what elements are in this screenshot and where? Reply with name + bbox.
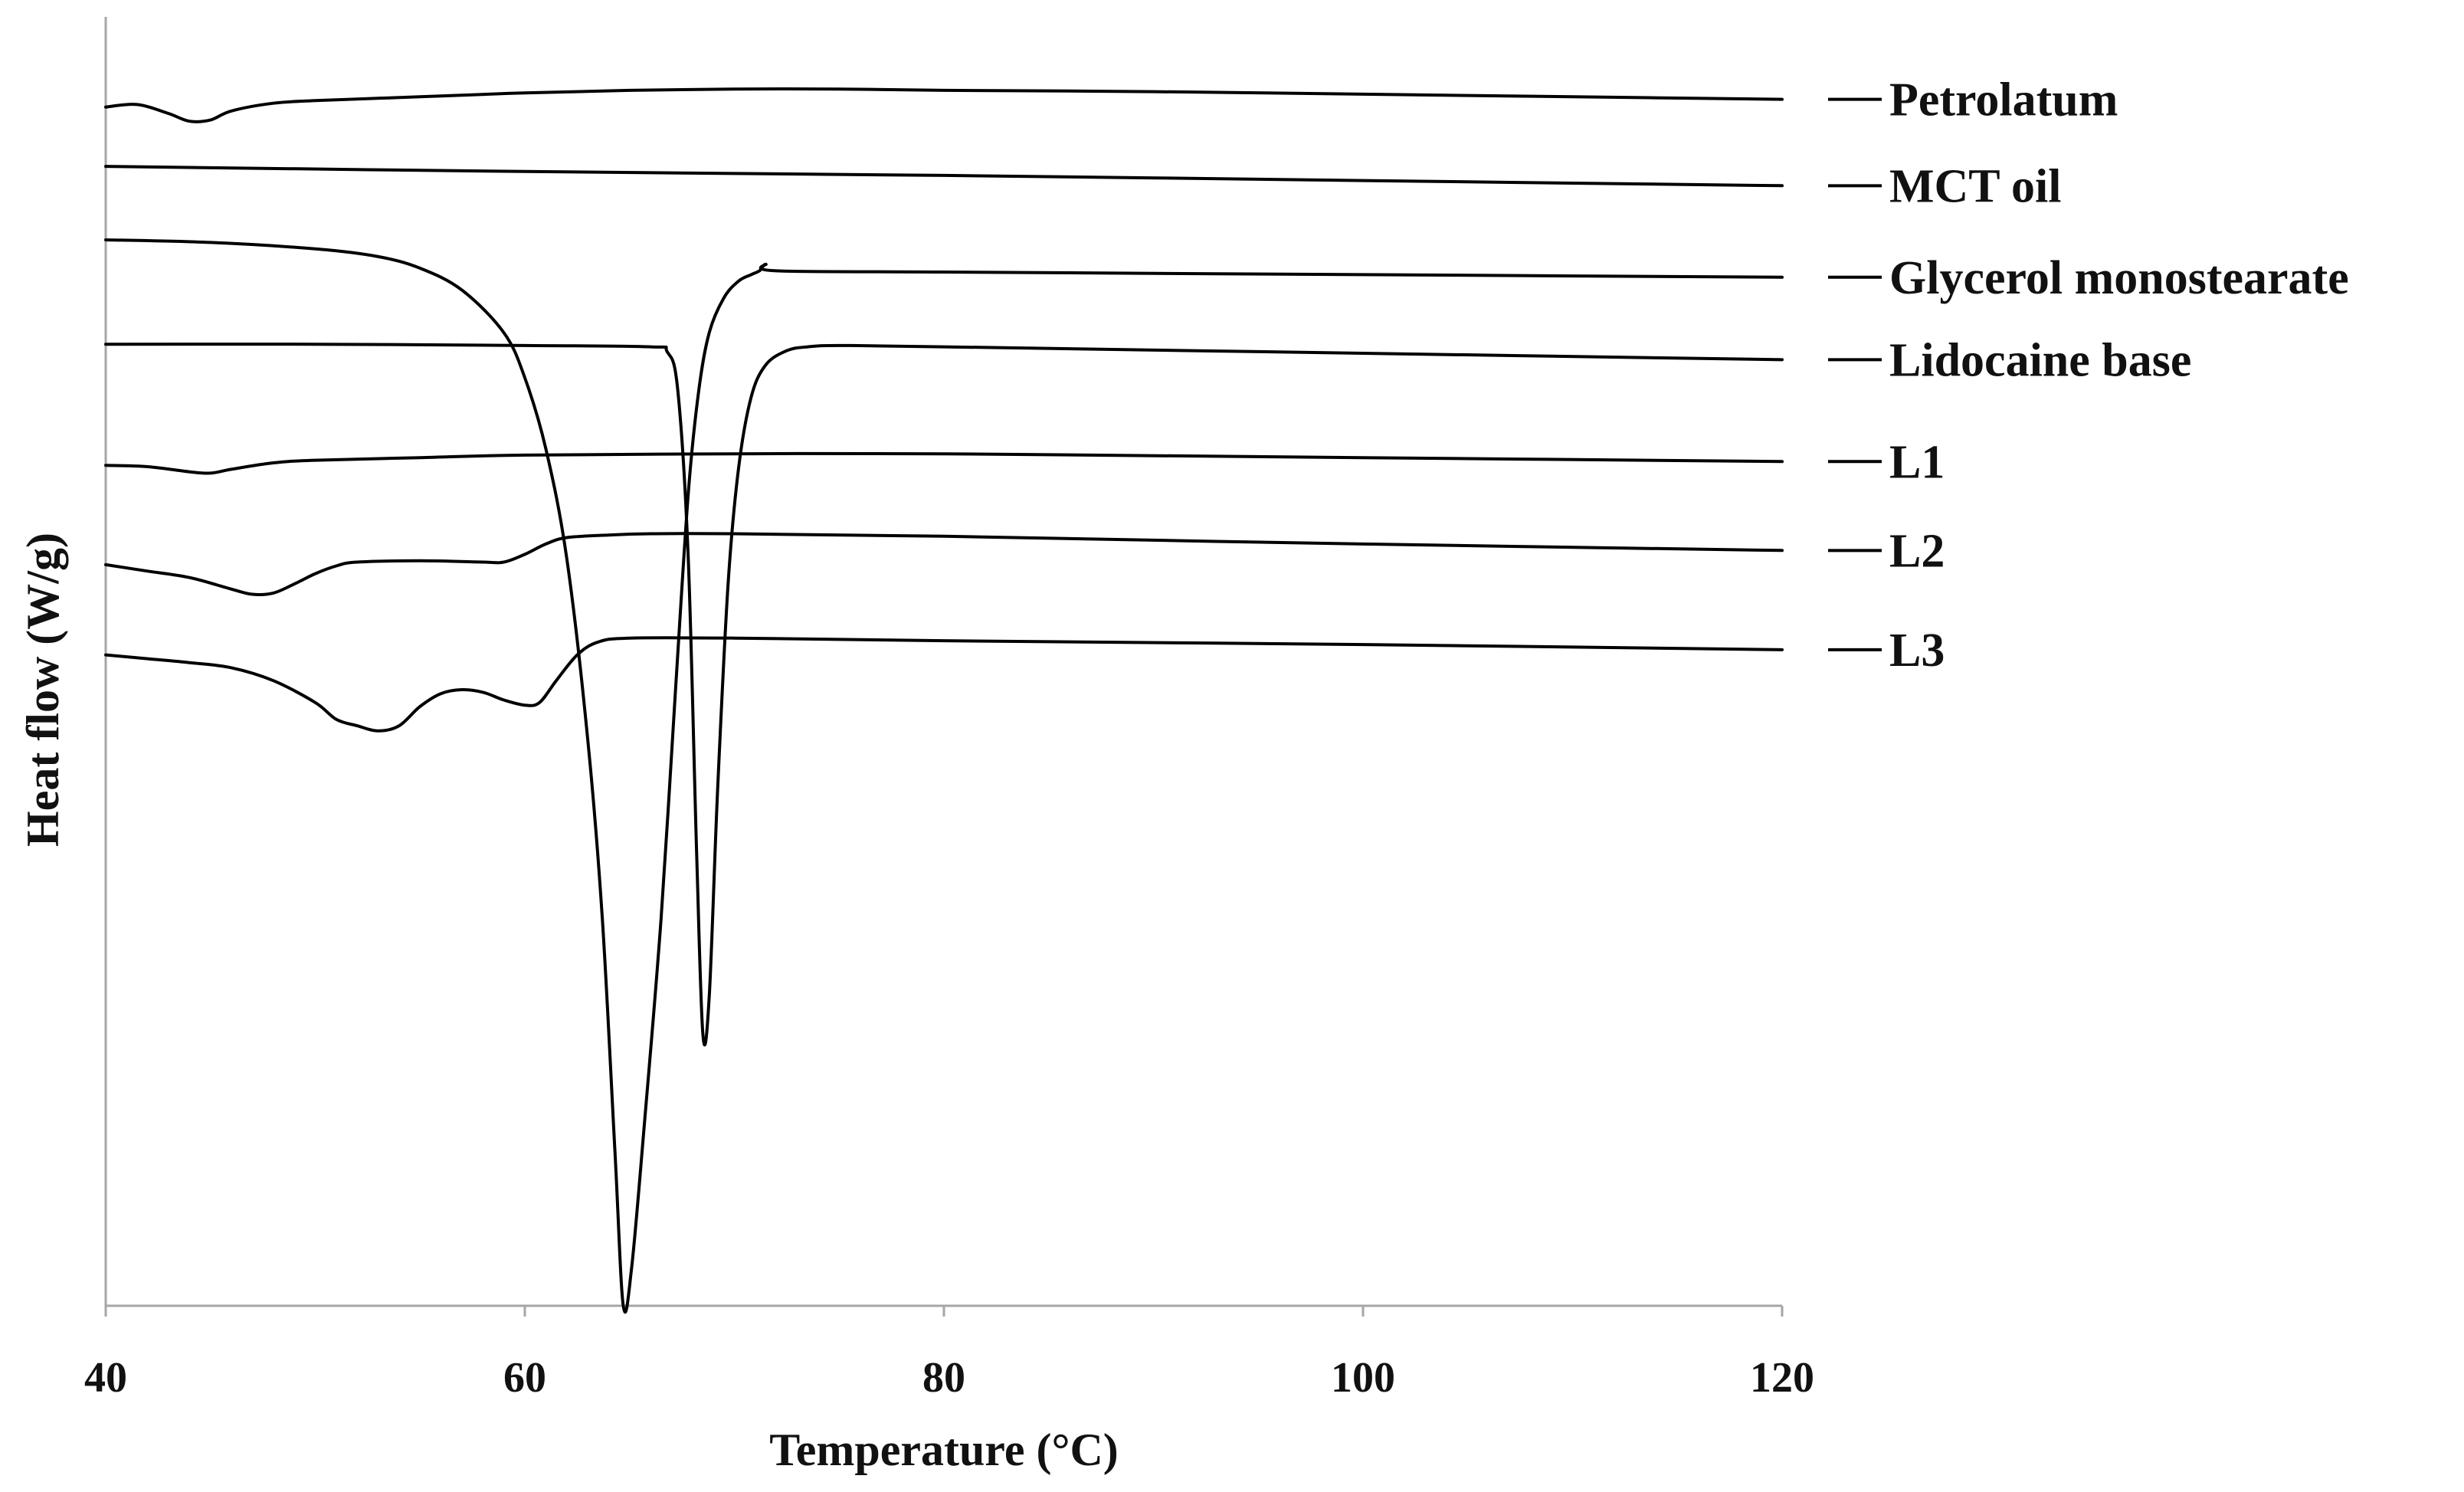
series-line-glycerol-monostearate [104,238,1784,1314]
series-lines [104,87,1784,1314]
legend: Petrolatum MCT oil Glycerol monostearate Li… [1828,74,2349,677]
series-line-l3 [104,636,1784,733]
legend-label-petrolatum: Petrolatum [1889,74,2118,126]
y-axis-title: Heat flow (W/g) [18,533,68,847]
series-line-petrolatum [104,87,1784,123]
x-tick-label: 120 [1750,1354,1814,1402]
x-tick-label: 40 [84,1354,127,1402]
x-axis-ticks: 40 60 80 100 120 [84,1306,1814,1402]
series-line-mct-oil [104,165,1784,188]
x-tick-label: 80 [922,1354,965,1402]
legend-label-l1: L1 [1889,436,1945,488]
legend-label-l3: L3 [1889,625,1945,677]
legend-label-glycerol-monostearate: Glycerol monostearate [1889,252,2349,304]
series-line-lidocaine-base [104,343,1784,1047]
series-line-l2 [104,532,1784,596]
x-axis-title: Temperature (°C) [769,1425,1119,1475]
x-tick-label: 100 [1331,1354,1395,1402]
legend-label-l2: L2 [1889,525,1945,577]
legend-label-mct-oil: MCT oil [1889,160,2061,212]
legend-label-lidocaine-base: Lidocaine base [1889,334,2191,386]
x-tick-label: 60 [503,1354,546,1402]
plot-area: 40 60 80 100 120 [84,17,1814,1402]
series-line-l1 [104,451,1784,475]
